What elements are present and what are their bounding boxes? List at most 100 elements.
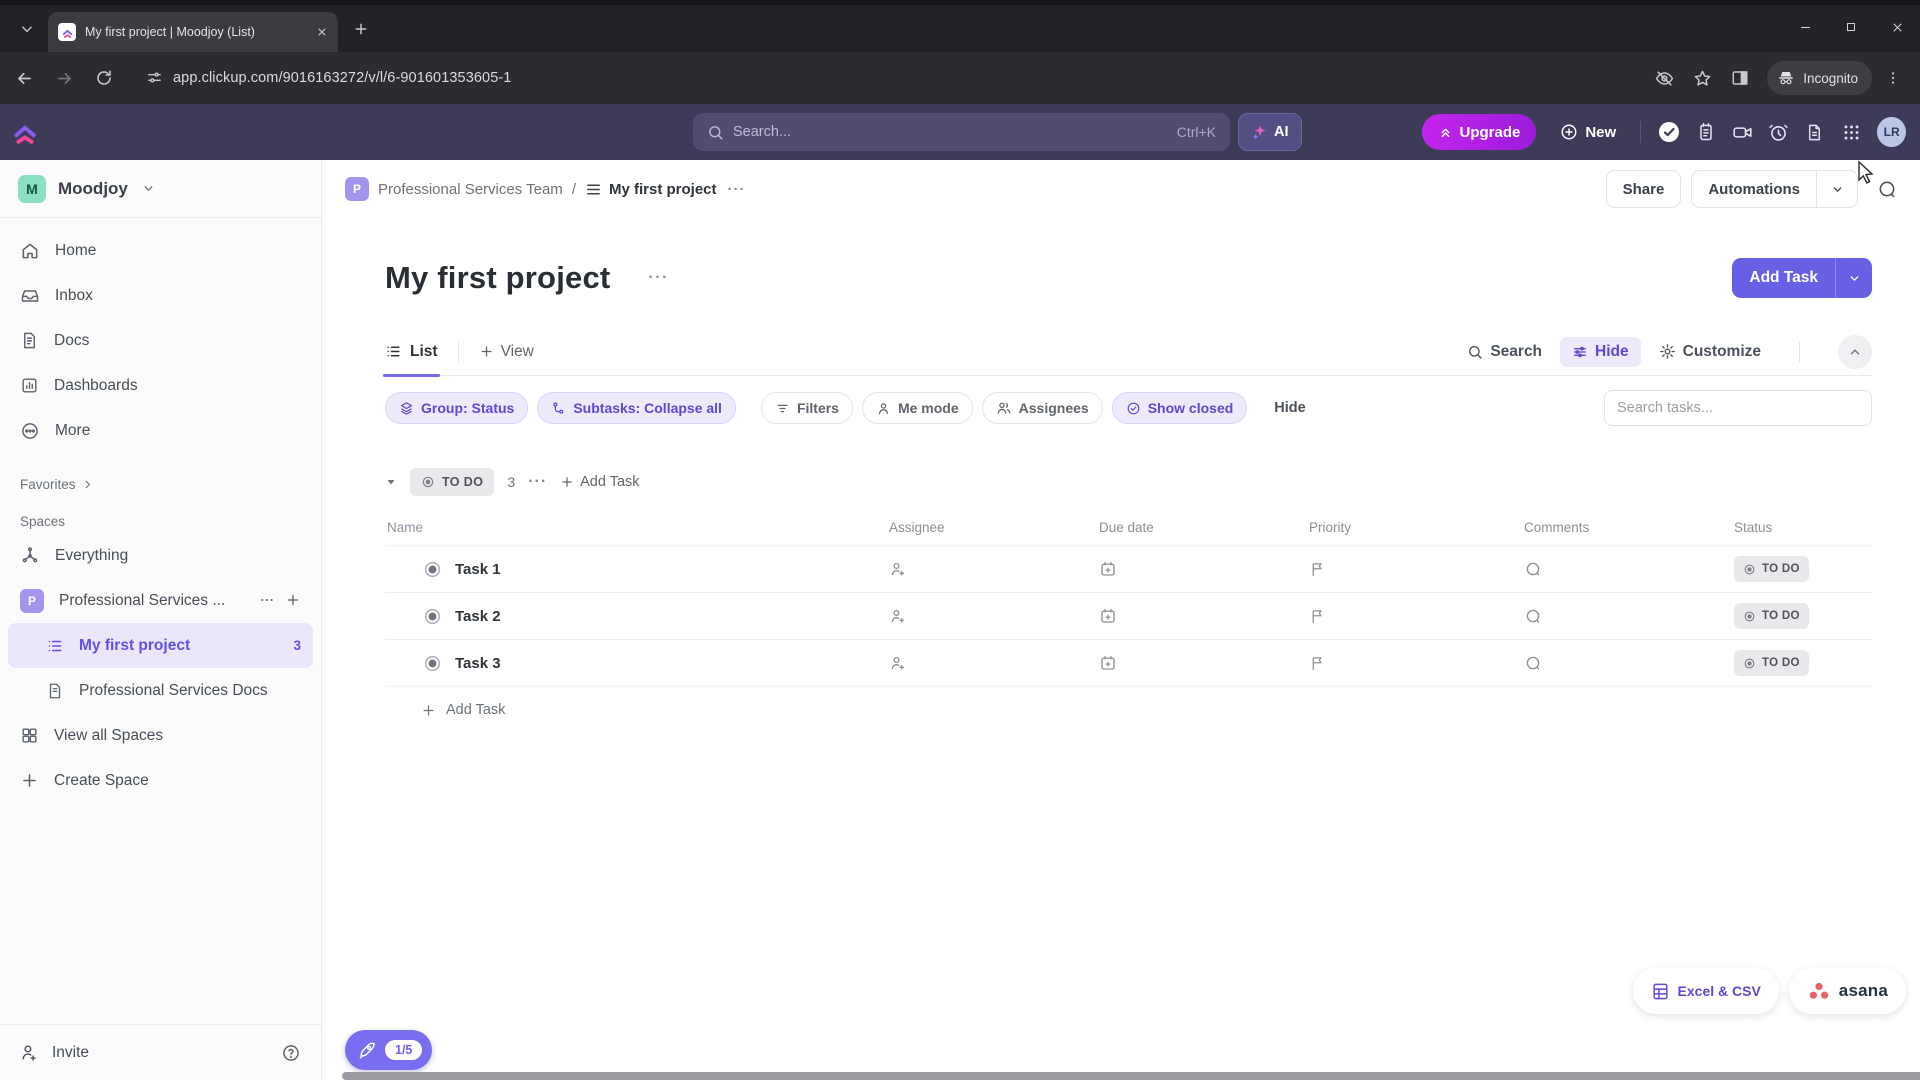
sidebar-item-home[interactable]: Home xyxy=(8,228,313,273)
window-minimize-button[interactable] xyxy=(1782,10,1828,44)
task-name[interactable]: Task 2 xyxy=(455,607,501,625)
tab-search-button[interactable] xyxy=(10,12,44,46)
clickup-logo-icon[interactable] xyxy=(12,119,38,145)
window-close-button[interactable] xyxy=(1874,10,1920,44)
column-priority[interactable]: Priority xyxy=(1309,520,1352,535)
notepad-icon[interactable] xyxy=(1688,113,1724,151)
task-name[interactable]: Task 1 xyxy=(455,560,501,578)
status-badge[interactable]: TO DO xyxy=(1734,650,1809,676)
eye-off-icon[interactable] xyxy=(1647,61,1681,95)
customize-button[interactable]: Customize xyxy=(1659,343,1761,361)
breadcrumb-more-icon[interactable]: ··· xyxy=(727,180,746,198)
add-task-button[interactable]: Add Task xyxy=(1732,258,1872,298)
sidebar-item-dashboards[interactable]: Dashboards xyxy=(8,363,313,408)
space-more-icon[interactable] xyxy=(259,592,275,610)
status-badge[interactable]: TO DO xyxy=(1734,603,1809,629)
onboarding-progress-button[interactable]: 1/5 xyxy=(345,1030,433,1070)
due-date-cell[interactable] xyxy=(1099,654,1309,672)
favorites-section[interactable]: Favorites xyxy=(0,477,321,492)
doc-icon[interactable] xyxy=(1797,113,1833,151)
sidebar-item-inbox[interactable]: Inbox xyxy=(8,273,313,318)
workspace-switcher[interactable]: M Moodjoy xyxy=(0,160,321,218)
automations-dropdown-icon[interactable] xyxy=(1817,183,1857,196)
excel-csv-button[interactable]: Excel & CSV xyxy=(1632,968,1779,1014)
reminder-clock-icon[interactable] xyxy=(1760,113,1796,151)
new-tab-button[interactable] xyxy=(346,14,376,44)
breadcrumb-team[interactable]: Professional Services Team xyxy=(378,180,563,198)
comments-cell[interactable] xyxy=(1524,607,1734,625)
comments-cell[interactable] xyxy=(1524,654,1734,672)
assignee-cell[interactable] xyxy=(889,607,1099,625)
ai-button[interactable]: AI xyxy=(1238,113,1302,151)
status-badge[interactable]: TO DO xyxy=(1734,556,1809,582)
hide-filters-button[interactable]: Hide xyxy=(1274,400,1306,416)
table-row[interactable]: Task 3 TO DO xyxy=(385,640,1872,687)
reload-icon[interactable] xyxy=(86,60,122,96)
assignees-pill[interactable]: Assignees xyxy=(981,392,1103,424)
status-group-chip[interactable]: TO DO xyxy=(410,468,495,496)
group-more-icon[interactable]: ··· xyxy=(528,473,548,490)
tab-list[interactable]: List xyxy=(383,328,440,377)
priority-cell[interactable] xyxy=(1309,655,1524,672)
assignee-cell[interactable] xyxy=(889,560,1099,578)
task-status-icon[interactable] xyxy=(423,607,442,626)
sidebar-item-docs[interactable]: Docs xyxy=(8,318,313,363)
search-tasks-input[interactable] xyxy=(1604,390,1872,426)
breadcrumb-current[interactable]: My first project xyxy=(608,180,717,198)
add-task-row[interactable]: Add Task xyxy=(385,687,1872,733)
forward-icon[interactable] xyxy=(46,60,82,96)
upgrade-button[interactable]: Upgrade xyxy=(1421,114,1537,150)
me-mode-pill[interactable]: Me mode xyxy=(861,392,973,424)
title-more-icon[interactable]: ··· xyxy=(648,269,669,286)
collapse-panel-button[interactable] xyxy=(1838,334,1872,369)
browser-menu-icon[interactable] xyxy=(1876,61,1910,95)
horizontal-scrollbar[interactable] xyxy=(342,1072,1920,1080)
window-maximize-button[interactable] xyxy=(1828,10,1874,44)
collapse-triangle-icon[interactable] xyxy=(385,476,397,488)
priority-cell[interactable] xyxy=(1309,561,1524,578)
chat-bubble-icon[interactable] xyxy=(1868,179,1906,199)
sidebar-item-more[interactable]: More xyxy=(8,408,313,453)
new-button[interactable]: New xyxy=(1546,114,1630,150)
invite-button[interactable]: Invite xyxy=(20,1043,89,1062)
apps-grid-icon[interactable] xyxy=(1833,113,1869,151)
column-due-date[interactable]: Due date xyxy=(1099,520,1154,535)
site-info-icon[interactable] xyxy=(146,69,163,87)
sidebar-item-professional-services-docs[interactable]: Professional Services Docs xyxy=(8,668,313,713)
group-status-pill[interactable]: Group: Status xyxy=(385,392,529,424)
quick-action-check-icon[interactable] xyxy=(1651,113,1687,151)
show-closed-pill[interactable]: Show closed xyxy=(1111,392,1248,424)
due-date-cell[interactable] xyxy=(1099,607,1309,625)
search-tasks-button[interactable]: Search xyxy=(1467,343,1542,361)
task-status-icon[interactable] xyxy=(423,560,442,579)
priority-cell[interactable] xyxy=(1309,608,1524,625)
sidebar-item-professional-services[interactable]: P Professional Services ... xyxy=(8,578,313,623)
user-avatar[interactable]: LR xyxy=(1877,117,1906,147)
due-date-cell[interactable] xyxy=(1099,560,1309,578)
column-name[interactable]: Name xyxy=(387,520,424,535)
column-comments[interactable]: Comments xyxy=(1524,520,1590,535)
task-name[interactable]: Task 3 xyxy=(455,654,501,672)
column-assignee[interactable]: Assignee xyxy=(889,520,945,535)
add-task-dropdown-icon[interactable] xyxy=(1836,258,1872,298)
add-view-button[interactable]: View xyxy=(479,343,534,361)
sidebar-item-create-space[interactable]: Create Space xyxy=(8,758,313,803)
task-status-icon[interactable] xyxy=(423,654,442,673)
share-button[interactable]: Share xyxy=(1605,170,1682,208)
back-icon[interactable] xyxy=(6,60,42,96)
global-search-input[interactable]: Search... Ctrl+K xyxy=(693,113,1230,151)
filters-pill[interactable]: Filters xyxy=(760,392,853,424)
table-row[interactable]: Task 2 TO DO xyxy=(385,593,1872,640)
assignee-cell[interactable] xyxy=(889,654,1099,672)
table-row[interactable]: Task 1 TO DO xyxy=(385,546,1872,593)
sidebar-item-view-all-spaces[interactable]: View all Spaces xyxy=(8,713,313,758)
browser-tab[interactable]: My first project | Moodjoy (List) xyxy=(48,12,338,52)
hide-fields-button[interactable]: Hide xyxy=(1560,336,1641,367)
space-add-icon[interactable] xyxy=(285,592,301,610)
asana-import-button[interactable]: asana xyxy=(1788,968,1906,1014)
comments-cell[interactable] xyxy=(1524,560,1734,578)
group-add-task-button[interactable]: Add Task xyxy=(560,474,640,490)
video-icon[interactable] xyxy=(1724,113,1760,151)
bookmark-star-icon[interactable] xyxy=(1685,61,1719,95)
side-panel-icon[interactable] xyxy=(1723,61,1757,95)
